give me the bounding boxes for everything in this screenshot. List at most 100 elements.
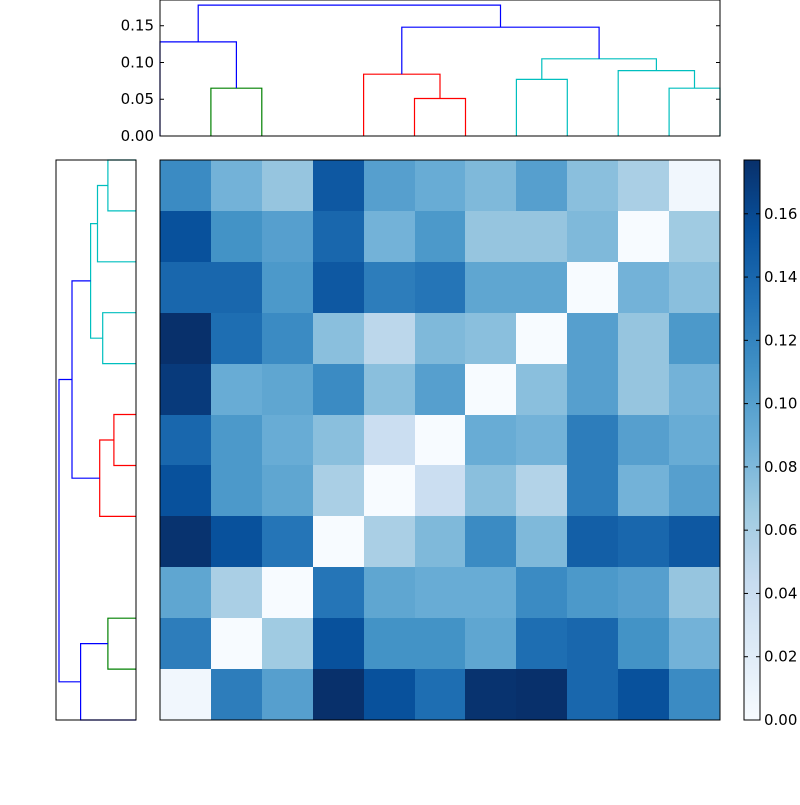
heatmap-cell: [160, 160, 211, 211]
heatmap-cell: [516, 262, 567, 313]
heatmap-cell: [669, 415, 720, 465]
heatmap-cell: [516, 313, 567, 364]
heatmap-cell: [364, 516, 415, 567]
heatmap-cell: [313, 669, 364, 720]
colorbar-tick-label: 0.02: [764, 648, 797, 666]
heatmap-cell: [364, 618, 415, 669]
dendrogram-link: [71, 280, 100, 479]
heatmap-cell: [211, 364, 262, 415]
heatmap-cell: [211, 618, 262, 669]
heatmap-cell: [262, 516, 313, 567]
column-dendrogram-tick-label: 0.00: [121, 127, 154, 145]
heatmap-cell: [415, 618, 465, 669]
heatmap-cell: [160, 516, 211, 567]
heatmap-cell: [313, 160, 364, 211]
heatmap-cell: [160, 618, 211, 669]
heatmap-cell: [364, 313, 415, 364]
colorbar-tick-label: 0.08: [764, 458, 797, 476]
heatmap-cell: [618, 415, 669, 465]
heatmap-cell: [211, 211, 262, 262]
heatmap-cell: [669, 618, 720, 669]
heatmap-cell: [211, 415, 262, 465]
colorbar-tick-label: 0.10: [764, 395, 797, 413]
heatmap-cell: [567, 516, 618, 567]
heatmap-cell: [211, 313, 262, 364]
heatmap-cell: [211, 262, 262, 313]
heatmap-cell: [465, 364, 516, 415]
heatmap-cell: [262, 415, 313, 465]
heatmap-cell: [262, 364, 313, 415]
heatmap-cell: [415, 313, 465, 364]
heatmap-cell: [516, 618, 567, 669]
heatmap-cell: [516, 669, 567, 720]
colorbar-tick-label: 0.00: [764, 711, 797, 729]
heatmap-cell: [516, 415, 567, 465]
heatmap-cell: [465, 465, 516, 516]
dendrogram-link: [107, 159, 136, 212]
heatmap-cell: [313, 211, 364, 262]
dendrogram-link: [197, 4, 502, 42]
heatmap-cell: [618, 211, 669, 262]
heatmap-cell: [415, 567, 465, 618]
heatmap-cell: [669, 516, 720, 567]
heatmap-cell: [669, 313, 720, 364]
heatmap-cell: [567, 262, 618, 313]
heatmap-cell: [618, 669, 669, 720]
heatmap-cell: [618, 262, 669, 313]
heatmap-cell: [415, 669, 465, 720]
heatmap-cell: [262, 465, 313, 516]
heatmap-cell: [567, 567, 618, 618]
dendrogram-link: [99, 439, 136, 518]
heatmap-cell: [262, 567, 313, 618]
column-dendrogram-tick-label: 0.10: [121, 53, 154, 71]
heatmap-cell: [567, 415, 618, 465]
heatmap-cell: [313, 465, 364, 516]
heatmap-cell: [465, 567, 516, 618]
heatmap-cell: [262, 160, 313, 211]
heatmap-cell: [211, 516, 262, 567]
heatmap-cell: [160, 415, 211, 465]
heatmap-cell: [516, 211, 567, 262]
heatmap-cell: [618, 516, 669, 567]
heatmap-cell: [160, 364, 211, 415]
column-dendrogram: 0.00 0.05 0.10 0.15: [121, 0, 721, 145]
heatmap-cell: [567, 364, 618, 415]
colorbar-tick-label: 0.14: [764, 268, 797, 286]
colorbar-gradient: [743, 159, 761, 721]
heatmap-cell: [567, 669, 618, 720]
row-dendrogram: [55, 159, 137, 721]
heatmap-cell: [313, 618, 364, 669]
dendrogram-link: [107, 617, 136, 670]
heatmap-cell: [516, 516, 567, 567]
heatmap-cell: [415, 211, 465, 262]
colorbar: 0.00 0.02 0.04 0.06 0.08 0.10 0.12 0.14 0.16: [743, 159, 797, 729]
heatmap-cell: [516, 364, 567, 415]
row-dendrogram-frame: [55, 159, 137, 721]
heatmap-cell: [262, 669, 313, 720]
heatmap-cell: [364, 415, 415, 465]
heatmap-cell: [618, 465, 669, 516]
heatmap-cell: [415, 516, 465, 567]
heatmap-cell: [160, 669, 211, 720]
heatmap-cell: [160, 465, 211, 516]
heatmap-cell: [364, 465, 415, 516]
dendrogram-link: [58, 378, 81, 683]
colorbar-tick-label: 0.04: [764, 584, 797, 602]
heatmap-cell: [669, 669, 720, 720]
heatmap-cell: [262, 211, 313, 262]
dendrogram-link: [515, 78, 568, 136]
heatmap-cell: [364, 567, 415, 618]
heatmap-cell: [618, 160, 669, 211]
heatmap-cell: [465, 262, 516, 313]
heatmap-cell: [211, 669, 262, 720]
heatmap-cell: [313, 415, 364, 465]
dendrogram-link: [89, 223, 103, 339]
dendrogram-link: [210, 87, 263, 136]
heatmap-cell: [465, 415, 516, 465]
heatmap-cell: [465, 211, 516, 262]
dendrogram-link: [113, 413, 136, 467]
heatmap-cell: [415, 415, 465, 465]
heatmap-cell: [211, 567, 262, 618]
heatmap-cell: [262, 313, 313, 364]
